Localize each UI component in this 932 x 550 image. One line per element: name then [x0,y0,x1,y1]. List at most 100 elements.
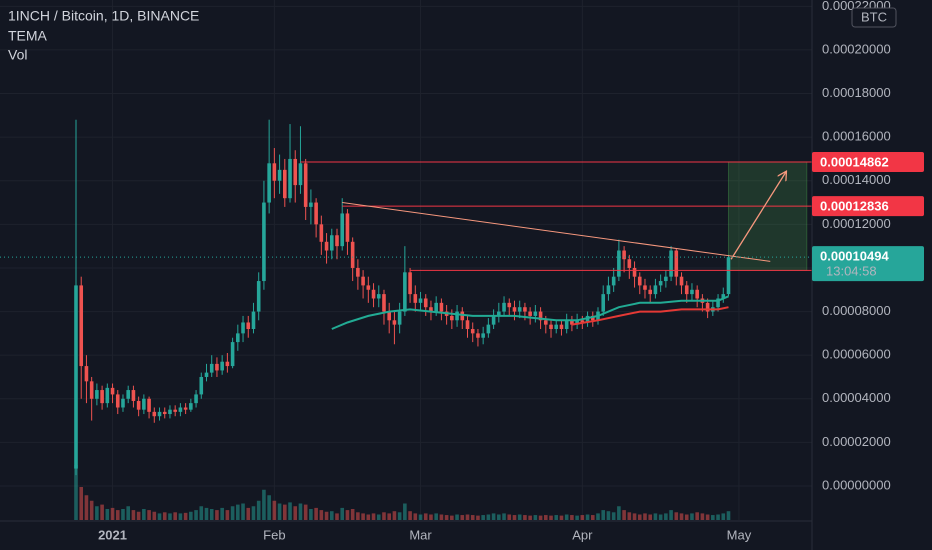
chart-title: 1INCH / Bitcoin, 1D, BINANCE [8,8,199,24]
candle-body [246,322,251,330]
volume-bar [262,489,266,520]
volume-bar [256,500,261,520]
candle-body [476,333,480,338]
volume-bar [726,511,731,520]
x-tick-label: Apr [572,527,593,542]
currency-button[interactable] [851,7,897,28]
candle-body [721,294,726,299]
volume-bar [230,506,235,520]
candle-body [89,381,94,399]
candle-body [272,163,277,181]
volume-bar [397,512,402,520]
volume-bar [637,514,642,520]
volume-bar [100,504,104,520]
volume-bar [502,513,506,520]
volume-bar [481,515,485,520]
candle-body [512,307,517,312]
volume-bar [507,514,512,520]
volume-bar [544,515,548,520]
volume-bar [653,513,658,520]
candle-body [126,390,130,399]
candle-body [497,311,501,316]
candle-body [726,257,731,295]
candle-body [314,202,318,225]
volume-bar [570,515,574,520]
candle-body [251,311,256,330]
candle-body [533,311,538,316]
volume-bar [220,507,224,520]
candle-body [690,289,694,295]
candle-body [669,250,673,277]
volume-bar [298,503,303,520]
volume-bar [309,509,313,520]
candle-body [387,311,391,321]
candle-body [606,285,611,295]
candle-body [162,411,167,415]
candle-body [79,285,84,367]
candle-body [293,158,298,186]
currency-label[interactable]: BTC [861,9,887,24]
candle-body [345,213,350,242]
volume-bar [549,515,553,520]
volume-bar [590,515,595,520]
x-tick-label: 2021 [98,527,127,542]
volume-bar [183,512,188,520]
volume-bar [721,513,726,520]
volume-bar [413,513,418,520]
volume-bar [429,514,433,520]
candle-body [230,342,235,367]
volume-bar [387,513,391,520]
volume-bar [340,507,345,520]
candle-body [350,241,355,268]
candle-body [507,302,512,308]
volume-bar [350,509,355,520]
candle-body [371,289,376,299]
candle-body [105,387,110,404]
candle-body [262,202,266,282]
volume-bar [366,514,371,520]
candle-body [637,276,642,286]
volume-bar [189,511,193,520]
volume-bar [439,514,444,520]
volume-bar [95,506,99,520]
candle-body [403,272,407,312]
volume-bar [314,507,318,520]
candle-body [674,250,679,277]
candle-body [283,169,287,199]
candle-body [653,285,658,295]
candle-body [115,394,120,408]
y-tick-label: 0.00018000 [822,85,891,100]
candle-body [544,320,548,325]
candle-body [152,411,157,417]
volume-bar [423,513,428,520]
candle-body [470,329,475,334]
volume-bar [89,500,94,520]
volume-bar [162,512,167,520]
volume-bar [356,512,360,520]
volume-bar [267,495,271,520]
volume-bar [695,512,699,520]
indicator-label: TEMA [8,28,48,44]
candle-body [277,169,282,181]
volume-bar [251,506,256,520]
volume-bar [293,506,298,520]
volume-bar [204,507,209,520]
volume-bar [152,511,157,520]
volume-bar [517,514,522,520]
candle-body [601,294,606,312]
candle-body [658,281,663,286]
price-line-label-box [812,151,924,172]
y-tick-label: 0.00016000 [822,129,891,144]
volume-bar [585,514,590,520]
candle-body [705,302,710,312]
candle-body [664,276,668,282]
volume-bar [434,513,438,520]
volume-bar [450,515,454,520]
volume-bar [319,510,324,520]
volume-bar [491,513,496,520]
volume-bar [131,510,136,520]
candle-body [215,363,219,371]
candle-body [528,311,532,316]
volume-bar [580,515,585,520]
candle-body [423,298,428,308]
